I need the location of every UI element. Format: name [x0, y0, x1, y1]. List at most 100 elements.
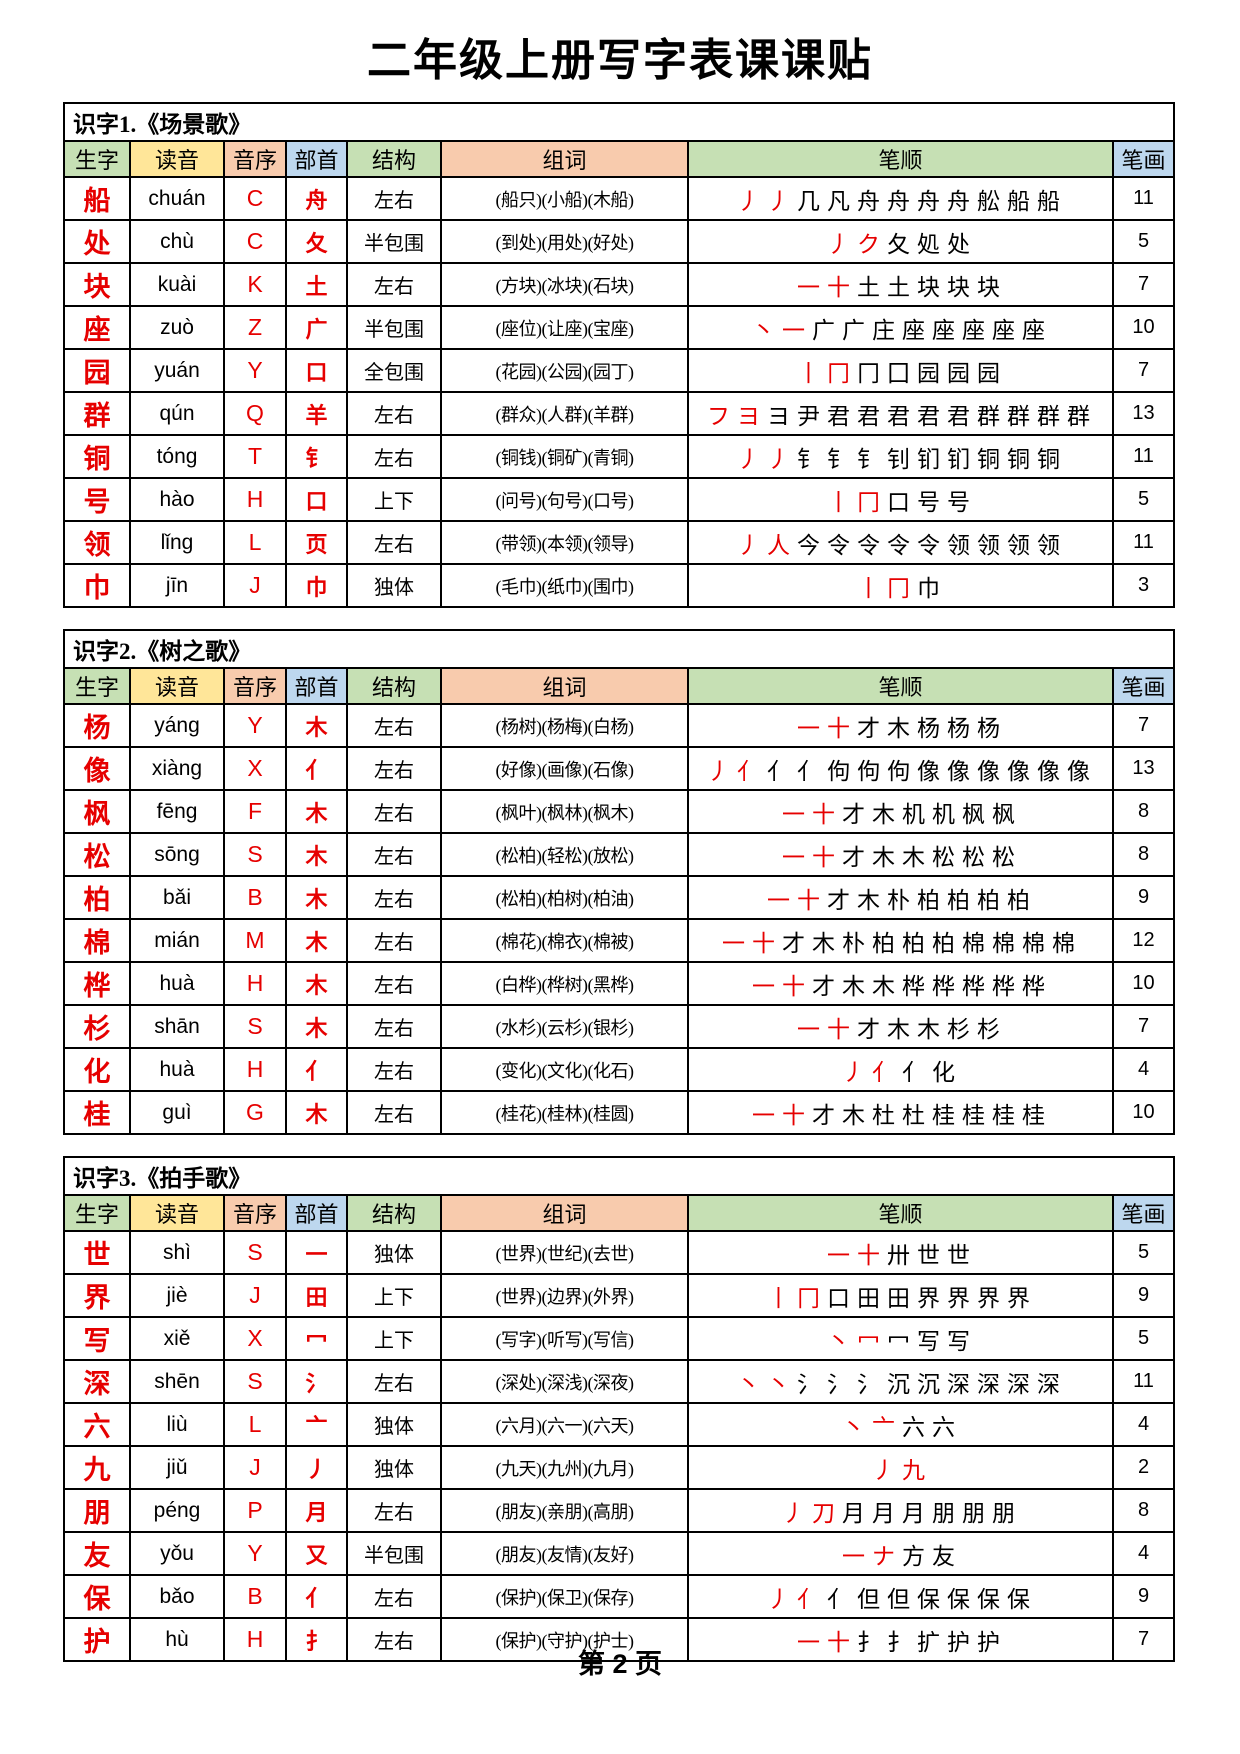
pinyin-cell: fēng [129, 789, 225, 834]
table-row: 座 zuò Z 广半包围 (座位)(让座)(宝座) 丶一广广庄座座座座座 10 [63, 305, 1175, 350]
stroke-step: 氵 [797, 1371, 820, 1397]
stroke-step: 丶 [842, 1414, 865, 1440]
stroke-step: 界 [947, 1285, 970, 1311]
radical-cell: 木 [285, 832, 348, 877]
char-cell: 枫 [63, 789, 131, 834]
stroke-step: 才 [842, 801, 865, 827]
stroke-step: 桂 [962, 1102, 985, 1128]
stroke-step: 处 [947, 231, 970, 257]
stroke-order-cell: 丿ク夂処处 [687, 219, 1114, 264]
stroke-step: 人 [767, 532, 790, 558]
stroke-step: 方 [902, 1543, 925, 1569]
stroke-step: 丿 [737, 532, 760, 558]
initial-cell: Z [223, 305, 287, 350]
stroke-step: 化 [932, 1059, 955, 1085]
stroke-step: 扌 [857, 1629, 880, 1655]
stroke-step: 杨 [947, 715, 970, 741]
pinyin-cell: xiàng [129, 746, 225, 791]
stroke-step: 十 [812, 844, 835, 870]
pinyin-cell: yuán [129, 348, 225, 393]
words-cell: (世界)(边界)(外界) [440, 1273, 689, 1318]
pinyin-cell: mián [129, 918, 225, 963]
pinyin-cell: hào [129, 477, 225, 522]
stroke-step: 界 [1007, 1285, 1030, 1311]
stroke-step: 令 [857, 532, 880, 558]
stroke-step: 佝 [887, 758, 910, 784]
header-row: 生字 读音 音序 部首 结构 组词 笔顺 笔画 [63, 667, 1175, 705]
stroke-order-cell: 丶丶氵氵氵沉沉深深深深 [687, 1359, 1114, 1404]
words-cell: (水杉)(云杉)(银杉) [440, 1004, 689, 1049]
stroke-step: 十 [812, 801, 835, 827]
stroke-step: 尹 [797, 403, 820, 429]
stroke-step: 卅 [887, 1242, 910, 1268]
stroke-order-cell: フヨヨ尹君君君君君群群群群 [687, 391, 1114, 436]
lesson-table-3: 识字3.《拍手歌》 生字 读音 音序 部首 结构 组词 笔顺 笔画 世 shì S 一独体 (世界)(… [63, 1156, 1175, 1662]
pinyin-cell: zuò [129, 305, 225, 350]
initial-cell: Y [223, 348, 287, 393]
stroke-step: 领 [977, 532, 1000, 558]
table-row: 护 hù H 扌左右 (保护)(守护)(护士) 一十扌扌扩护护 7 [63, 1617, 1175, 1662]
structure-cell: 左右 [346, 789, 442, 834]
stroke-step: 像 [947, 758, 970, 784]
stroke-step: 月 [872, 1500, 895, 1526]
stroke-step: 舟 [887, 188, 910, 214]
words-cell: (杨树)(杨梅)(白杨) [440, 703, 689, 748]
structure-cell: 半包围 [346, 1531, 442, 1576]
radical-cell: 月 [285, 1488, 348, 1533]
stroke-count-cell: 11 [1112, 176, 1175, 221]
structure-cell: 半包围 [346, 305, 442, 350]
stroke-step: 柏 [917, 887, 940, 913]
structure-cell: 独体 [346, 1445, 442, 1490]
stroke-step: 丿 [767, 446, 790, 472]
initial-cell: K [223, 262, 287, 307]
stroke-step: 号 [947, 489, 970, 515]
stroke-step: 木 [857, 887, 880, 913]
stroke-step: 世 [947, 1242, 970, 1268]
stroke-step: 钔 [947, 446, 970, 472]
stroke-step: 领 [1007, 532, 1030, 558]
stroke-order-cell: 一十才木朴柏柏柏柏 [687, 875, 1114, 920]
stroke-step: 桦 [902, 973, 925, 999]
table-row: 像 xiàng X 亻左右 (好像)(画像)(石像) 丿亻亻亻佝佝佝像像像像像像 13 [63, 746, 1175, 791]
stroke-count-cell: 10 [1112, 1090, 1175, 1135]
pinyin-cell: chù [129, 219, 225, 264]
stroke-step: 亻 [872, 1059, 895, 1085]
stroke-step: 丿 [827, 231, 850, 257]
pinyin-cell: chuán [129, 176, 225, 221]
stroke-step: 一 [782, 844, 805, 870]
structure-cell: 半包围 [346, 219, 442, 264]
char-cell: 九 [63, 1445, 131, 1490]
stroke-step: 丿 [872, 1457, 895, 1483]
radical-cell: 口 [285, 477, 348, 522]
column-header-structure: 结构 [346, 140, 442, 178]
stroke-step: 土 [887, 274, 910, 300]
stroke-count-cell: 8 [1112, 789, 1175, 834]
stroke-step: 佝 [857, 758, 880, 784]
pinyin-cell: huà [129, 961, 225, 1006]
stroke-step: 松 [932, 844, 955, 870]
words-cell: (船只)(小船)(木船) [440, 176, 689, 221]
stroke-count-cell: 7 [1112, 348, 1175, 393]
table-row: 号 hào H 口上下 (问号)(句号)(口号) 丨冂口号号 5 [63, 477, 1175, 522]
stroke-order-cell: 一十才木木杉杉 [687, 1004, 1114, 1049]
stroke-step: 界 [917, 1285, 940, 1311]
table-row: 世 shì S 一独体 (世界)(世纪)(去世) 一十卅世世 5 [63, 1230, 1175, 1275]
words-cell: (方块)(冰块)(石块) [440, 262, 689, 307]
stroke-step: 友 [932, 1543, 955, 1569]
char-cell: 领 [63, 520, 131, 565]
stroke-step: 亻 [767, 758, 790, 784]
stroke-step: 囗 [887, 360, 910, 386]
stroke-order-cell: 丿亻亻化 [687, 1047, 1114, 1092]
stroke-count-cell: 5 [1112, 1230, 1175, 1275]
stroke-order-cell: 一十才木杨杨杨 [687, 703, 1114, 748]
stroke-step: 桂 [1022, 1102, 1045, 1128]
stroke-step: 柏 [977, 887, 1000, 913]
stroke-step: 钊 [887, 446, 910, 472]
pinyin-cell: kuài [129, 262, 225, 307]
char-cell: 像 [63, 746, 131, 791]
column-header-words: 组词 [440, 667, 689, 705]
tables-container: 识字1.《场景歌》 生字 读音 音序 部首 结构 组词 笔顺 笔画 船 chuán C 舟左右 (船只… [0, 102, 1240, 1662]
structure-cell: 左右 [346, 1004, 442, 1049]
structure-cell: 上下 [346, 477, 442, 522]
